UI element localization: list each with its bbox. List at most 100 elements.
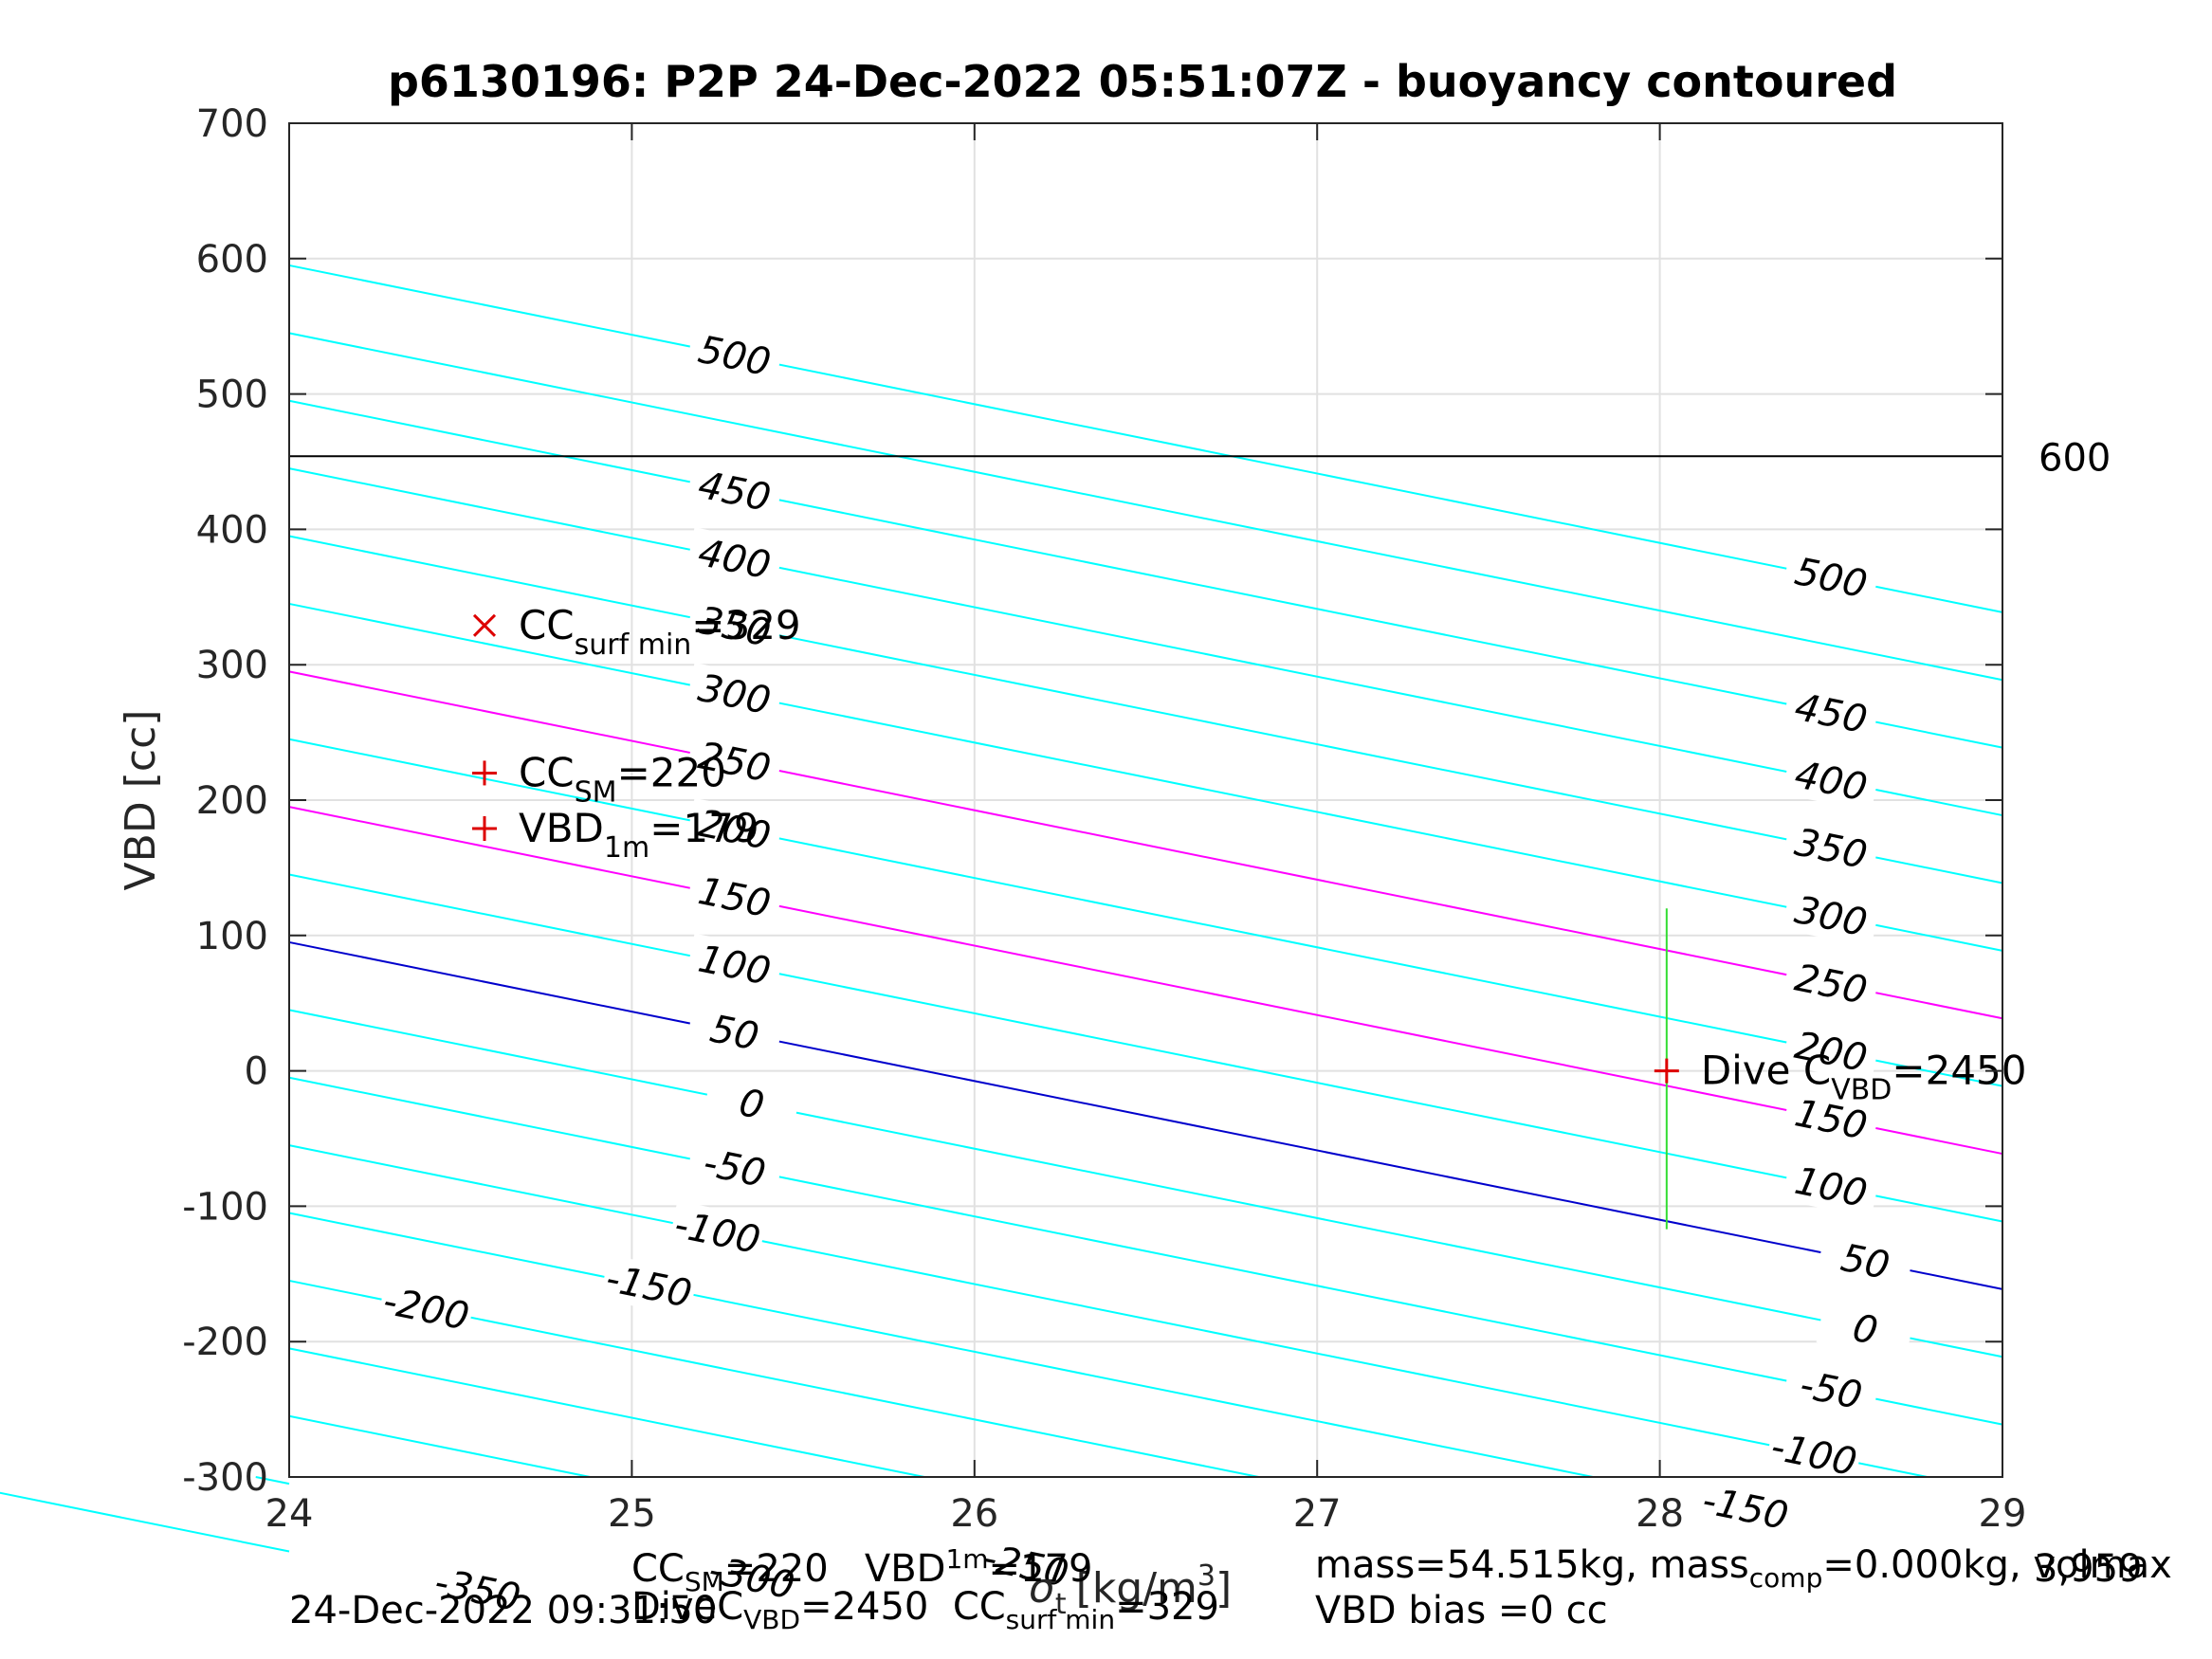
contour-line [288,1414,591,1478]
x-label-close: ] [1216,1564,1232,1613]
marker-label: CCSM=220 [519,749,726,809]
footer-cc2-sub: surf min [1005,1604,1116,1635]
y-tick-label: 300 [196,644,268,687]
contour-label-bg [686,1001,784,1065]
contour-label-bg [1782,1020,1881,1084]
marker-label: Dive CVBD=2450 [1701,1048,2027,1107]
contour-label: 450 [1791,685,1871,742]
contour-label-bg [1782,952,1881,1015]
contour-label: -150 [1699,1479,1792,1539]
contour-label: 100 [1791,1159,1871,1216]
footer-vbd: VBD [864,1547,946,1591]
contour-label-bg [1782,1358,1881,1422]
x-tick-label: 26 [950,1492,998,1536]
y-tick-label: 500 [196,374,268,417]
contour-line [288,1212,1594,1478]
contour-label-bg [703,1072,801,1136]
contour-label-bg [428,1558,527,1621]
contour-label-bg [686,527,784,591]
contour-label-bg [686,663,784,726]
contour-label-bg [1696,1476,1795,1540]
contour-line [288,1144,1928,1478]
contour-lines: 600 [0,264,2111,1553]
y-tick-label: 700 [196,102,268,146]
contour-label-bg [1782,682,1881,745]
contour-label-bg [686,459,784,522]
contour-label: 400 [1791,753,1871,810]
x-label-main: σ [1029,1564,1056,1613]
x-label-sub: t [1055,1588,1067,1621]
contour-line [288,670,2003,1020]
contour-label-bg [686,797,784,861]
contour-line [288,332,2003,682]
contour-label: 400 [695,531,775,588]
contour-label-bg [1764,1422,1864,1486]
contour-label: -150 [602,1257,695,1317]
marker-x [472,613,497,637]
marker-label-sub: surf min [575,629,692,662]
footer-vbd-val: =179 [988,1547,1093,1591]
x-axis-label: σt [kg/m3] [1029,1559,1232,1621]
contour-label-bg [1782,816,1881,880]
x-tick-label: 25 [608,1492,656,1536]
footer-mass-val: =0.000kg, volmax [1822,1543,2172,1587]
contour-label: -100 [670,1203,763,1263]
contour-label-bg [1816,1297,1915,1361]
footer-vbd-sub: 1m [945,1543,989,1575]
marker-label-tail: =220 [617,749,726,795]
y-tick-label: -100 [182,1185,268,1229]
contour-line [288,467,2003,817]
marker-label-text: CC [519,602,575,648]
x-tick-label: 27 [1293,1492,1342,1536]
y-tick-label: 600 [196,238,268,282]
contour-line [288,264,2003,613]
contour-label-bg [686,1136,784,1199]
footer-timestamp: 24-Dec-2022 09:31:50 [289,1589,717,1632]
footer-timestamp-text: 24-Dec-2022 09:31:50 [289,1589,718,1632]
contour-label-bg [686,594,784,658]
y-tick-label: 200 [196,779,268,823]
footer-cc-sub: SM [684,1566,724,1597]
footer-line2: DiveCVBD=2450 CCsurf min=329 [631,1585,1219,1635]
x-tick-label: 24 [265,1492,314,1536]
marker-label: CCsurf min=329 [519,602,801,662]
ticks: 24 25 26 27 28 29 -300 -200 -100 0 100 200 300 400 500… [182,102,2026,1536]
contour-line [288,399,2003,749]
contour-label-bg [703,1545,801,1609]
marker-label: VBD1m=179 [519,805,759,865]
contour-line [288,535,2003,884]
footer-dive: DiveC [631,1585,744,1629]
contour-label-bg [1782,749,1881,812]
footer-cc2-val: =329 [1115,1585,1219,1629]
contour-label-bg [1782,884,1881,948]
footer-cc2: CC [952,1585,1006,1629]
contour-label: 300 [1791,888,1871,945]
marker-label-text: Dive C [1701,1048,1831,1094]
y-tick-label: -200 [182,1321,268,1364]
contour-line [288,873,2003,1223]
contour-label-bg [1782,546,1881,610]
chart-title: p6130196: P2P 24-Dec-2022 05:51:07Z - bu… [388,56,1897,107]
x-tick-label: 28 [1636,1492,1684,1536]
contour-line [288,1076,2003,1426]
contour-label-bg [667,1200,767,1264]
contour-label: -100 [1767,1425,1860,1485]
y-tick-label: 0 [245,1050,268,1094]
marker-label-text: VBD [519,805,604,851]
contour-label-bg [376,1277,476,1340]
footer-cc-val: =220 [723,1547,829,1591]
footer-dive-sub: VBD [743,1604,801,1635]
contour-line [288,738,2003,1087]
x-label-units: [kg/m [1076,1564,1197,1613]
x-label-sup: 3 [1197,1559,1216,1593]
footer-bias-text: VBD bias =0 cc [1315,1589,1608,1632]
marker-label-sub: VBD [1831,1074,1892,1107]
contour-label-bg [599,1254,699,1318]
contour-label-bg [686,933,784,996]
marker-label-sub: 1m [604,831,649,865]
footer-bias: VBD bias =0 cc [1315,1589,1608,1632]
footer-volmax-val: 3,959 [2034,1547,2143,1591]
contour-label: 100 [695,938,775,994]
contour-label: 500 [695,328,775,385]
